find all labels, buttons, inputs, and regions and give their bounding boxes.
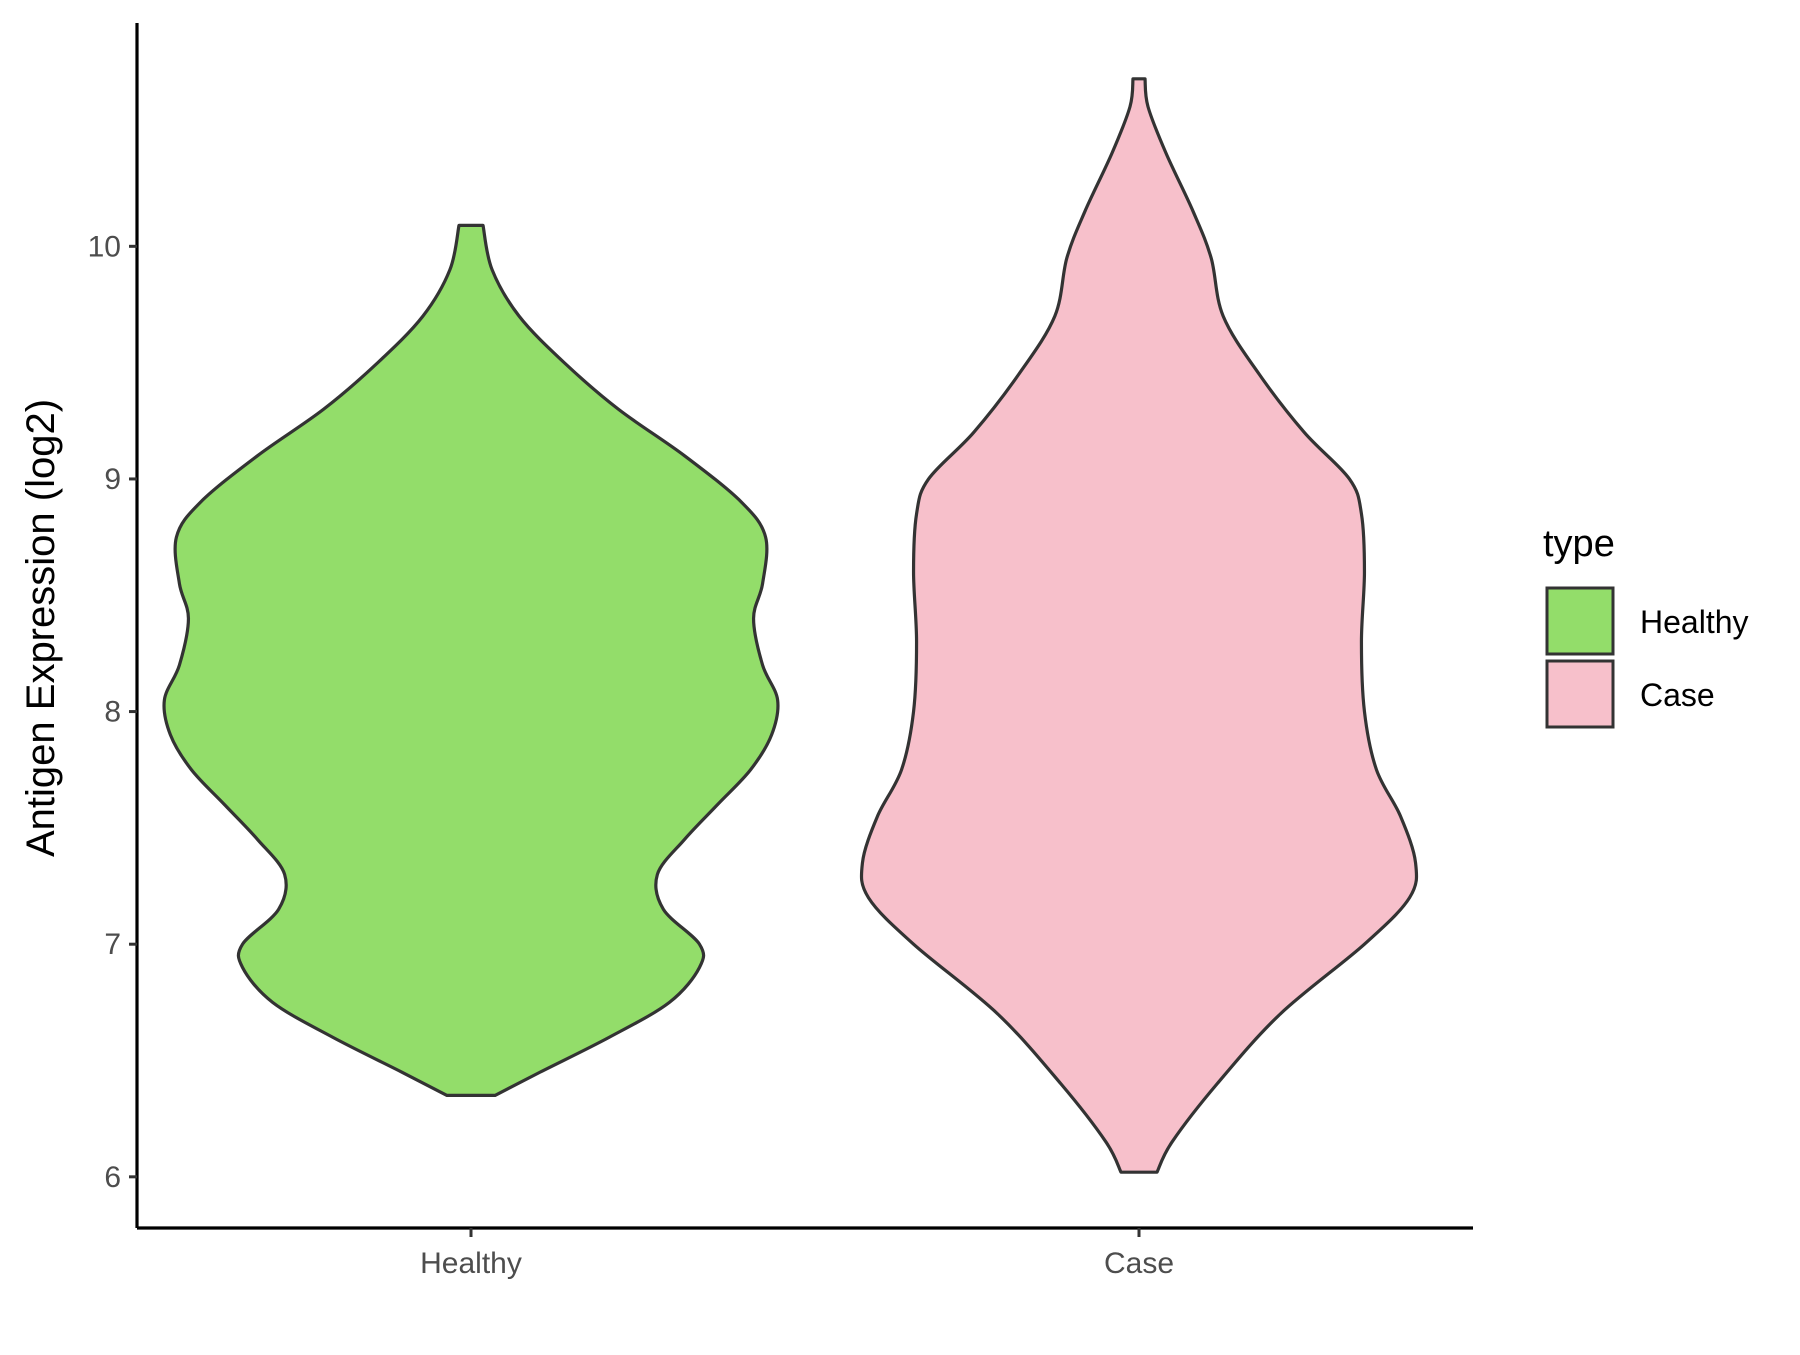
x-tick-label: Case [1104,1247,1174,1280]
y-tick-label: 10 [88,230,121,263]
legend-swatch-healthy [1545,586,1615,656]
violin-case [859,77,1419,1174]
y-tick-label: 8 [104,696,121,729]
legend-label-case: Case [1640,677,1715,713]
legend-title: type [1543,523,1615,565]
violins-layer [162,77,1419,1174]
legend: type Healthy Case [1543,523,1749,729]
y-axis-title: Antigen Expression (log2) [19,399,63,857]
x-tick-label: Healthy [420,1247,522,1280]
legend-swatch-case [1545,659,1615,729]
y-tick-label: 6 [104,1161,121,1194]
y-tick-label: 7 [104,928,121,961]
y-tick-label: 9 [104,463,121,496]
axes-layer: 6 7 8 9 10 Healthy Case [88,23,1473,1280]
violin-healthy [162,223,780,1097]
legend-label-healthy: Healthy [1640,604,1749,640]
